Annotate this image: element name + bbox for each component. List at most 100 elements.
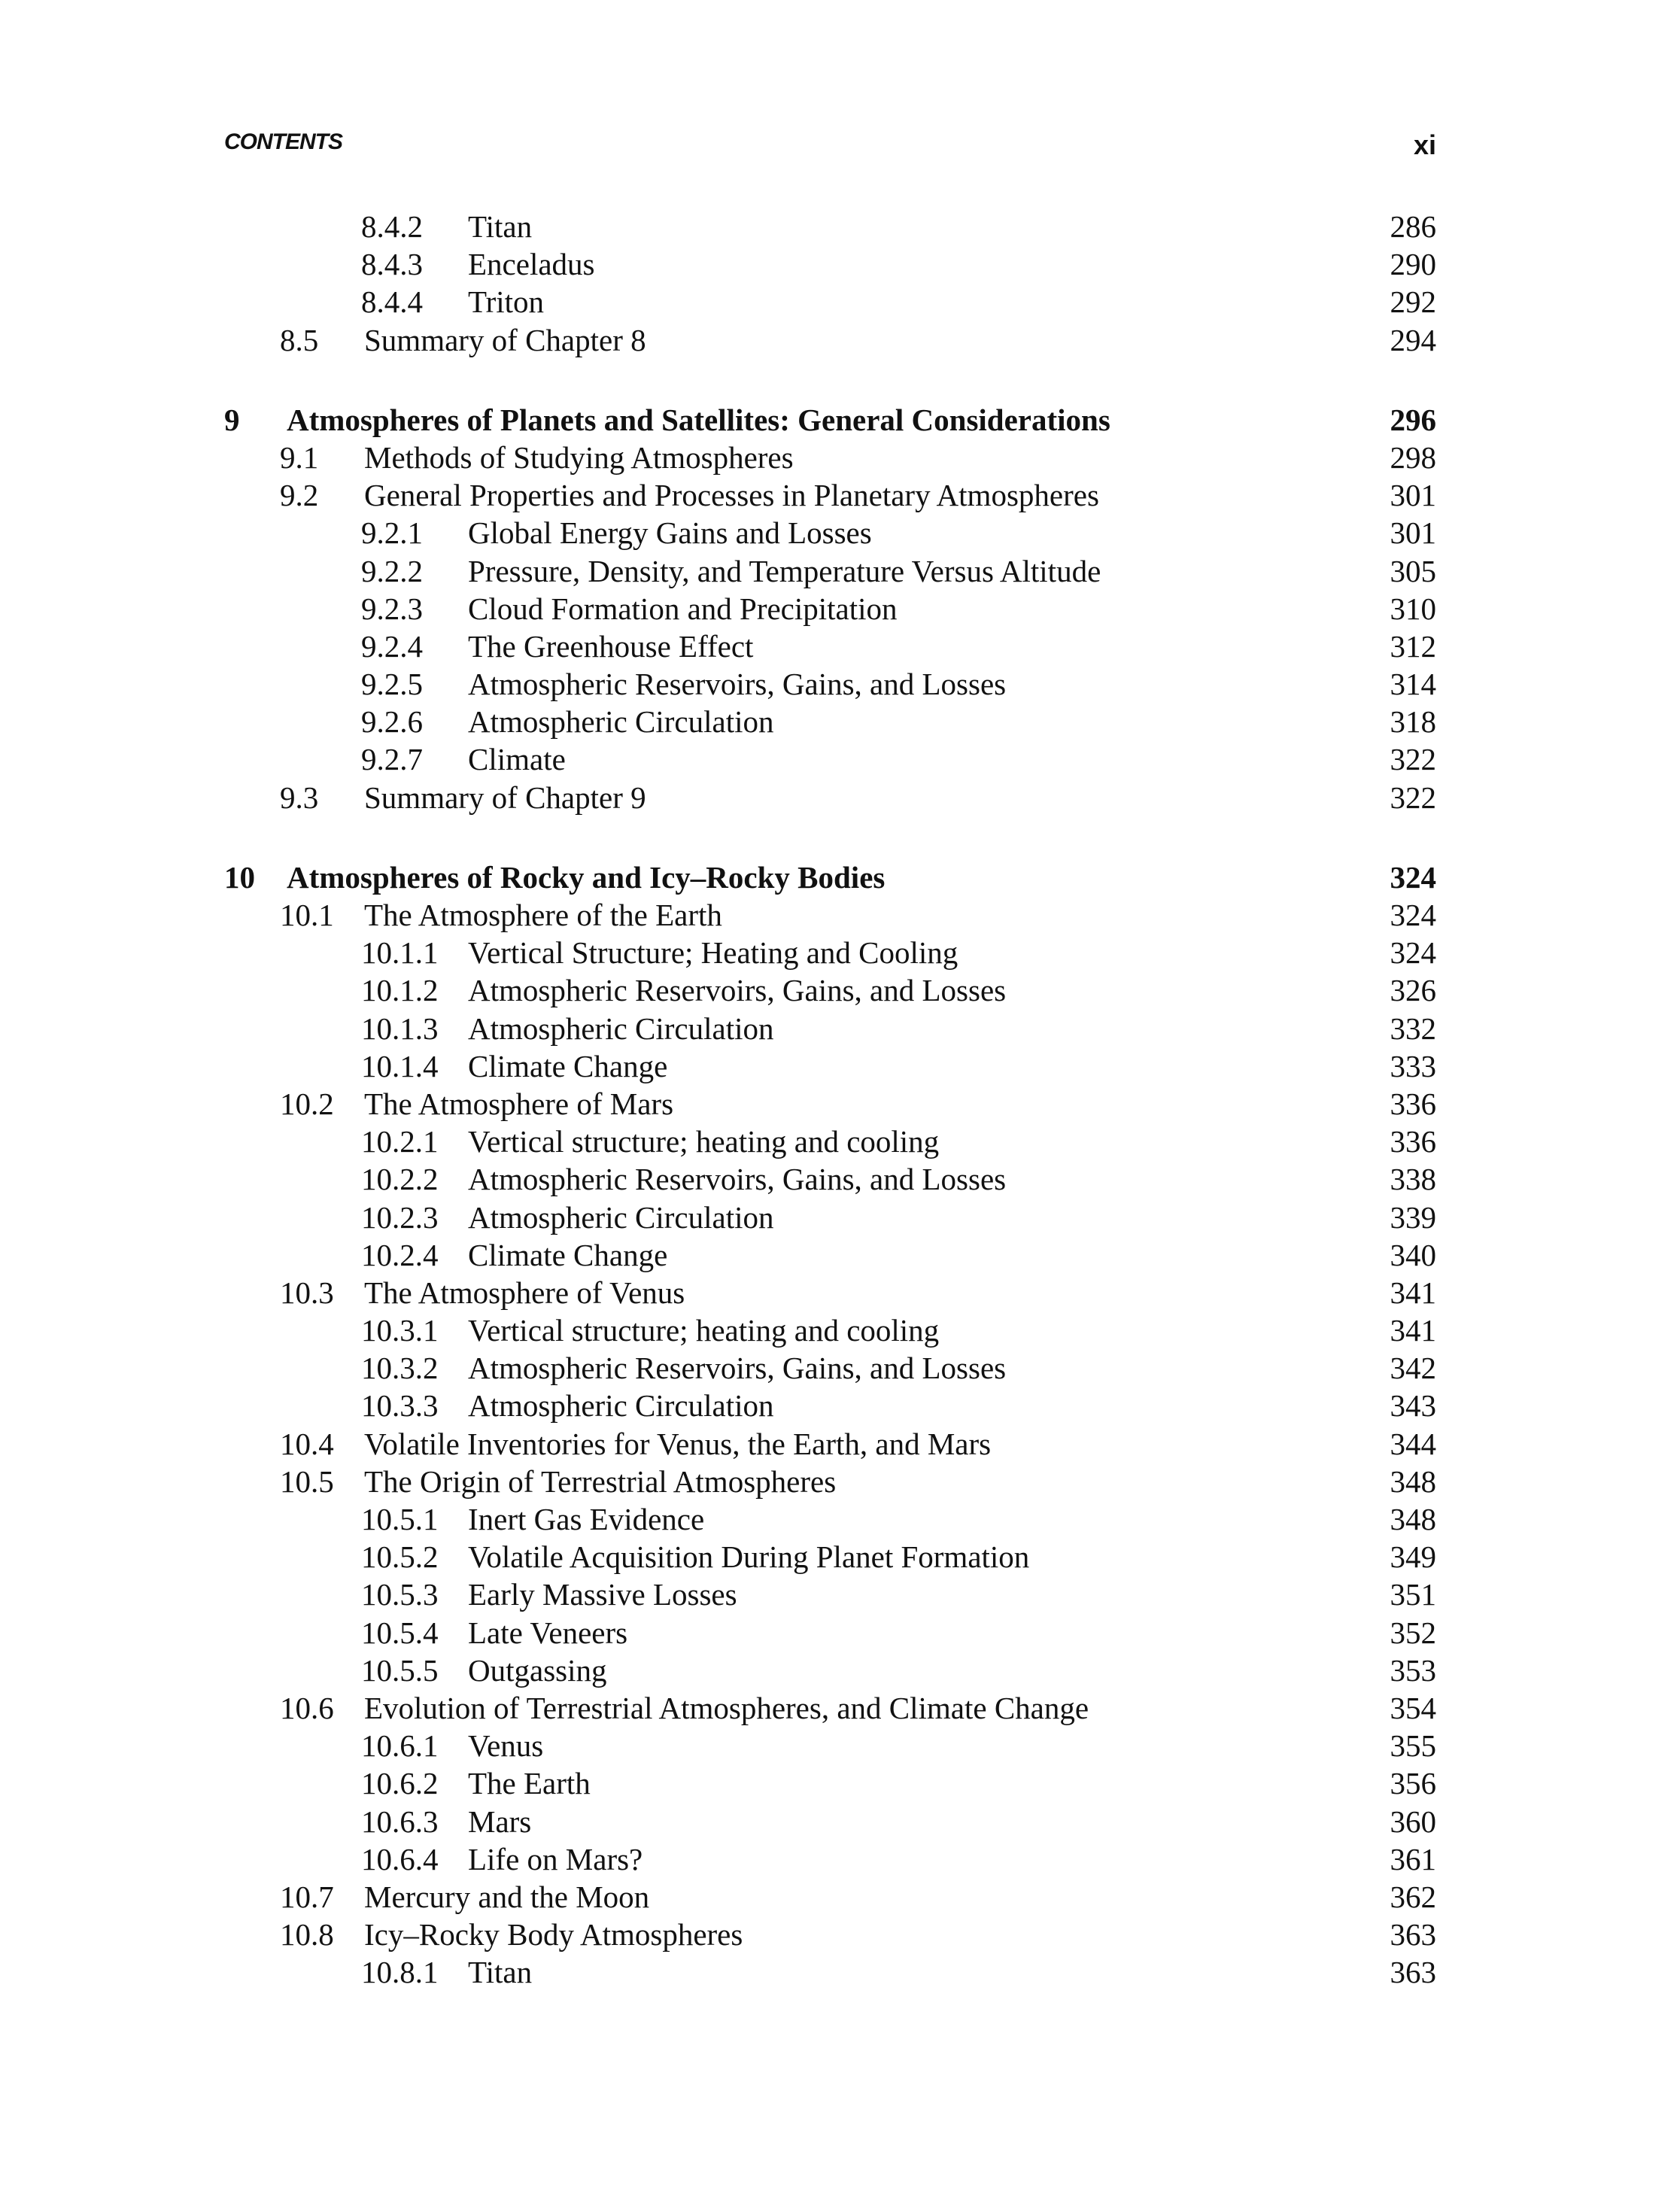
entry-title: Evolution of Terrestrial Atmospheres, an…: [364, 1690, 1089, 1725]
entry-number: 10.6: [280, 1690, 334, 1725]
entry-number: 8.4.2: [361, 209, 423, 244]
entry-page: 342: [1390, 1351, 1437, 1386]
toc-entry-subsection: 10.6.3 Mars 360: [0, 1803, 1680, 1840]
entry-title: Vertical structure; heating and cooling: [468, 1313, 940, 1348]
entry-number: 9.2.2: [361, 553, 423, 588]
toc-entry-subsection: 10.5.4 Late Veneers 352: [0, 1614, 1680, 1652]
entry-number: 10.1.3: [361, 1010, 439, 1046]
entry-page: 355: [1390, 1728, 1437, 1764]
entry-title: Atmospheric Reservoirs, Gains, and Losse…: [468, 973, 1007, 1008]
entry-number: 10.2.1: [361, 1124, 439, 1159]
toc-entry-subsection: 9.2.2 Pressure, Density, and Temperature …: [0, 552, 1680, 590]
entry-title: Global Energy Gains and Losses: [468, 515, 872, 551]
entry-title: Cloud Formation and Precipitation: [468, 591, 898, 626]
toc-entry-chapter: 10 Atmospheres of Rocky and Icy–Rocky Bod…: [0, 858, 1680, 896]
toc-entry-subsection: 8.4.4 Triton 292: [0, 283, 1680, 321]
entry-title: The Atmosphere of Mars: [364, 1086, 674, 1121]
toc-entry-section: 10.8 Icy–Rocky Body Atmospheres 363: [0, 1916, 1680, 1953]
entry-number: 10.1.1: [361, 935, 439, 971]
entry-number: 10.3.3: [361, 1388, 439, 1424]
entry-page: 340: [1390, 1237, 1437, 1272]
entry-page: 318: [1390, 704, 1437, 740]
entry-number: 10.1.4: [361, 1048, 439, 1083]
toc-entry-subsection: 10.3.2 Atmospheric Reservoirs, Gains, and…: [0, 1349, 1680, 1387]
entry-page: 363: [1390, 1955, 1437, 1990]
entry-page: 351: [1390, 1577, 1437, 1612]
entry-number: 9: [224, 402, 240, 437]
toc-entry-section: 10.5 The Origin of Terrestrial Atmosphere…: [0, 1463, 1680, 1500]
entry-page: 336: [1390, 1124, 1437, 1159]
entry-page: 324: [1390, 935, 1437, 971]
entry-page: 341: [1390, 1275, 1437, 1310]
entry-number: 9.2.3: [361, 591, 423, 626]
entry-number: 9.2: [280, 478, 319, 513]
toc-entry-subsection: 10.5.3 Early Massive Losses 351: [0, 1576, 1680, 1613]
toc-entry-section: 10.2 The Atmosphere of Mars 336: [0, 1085, 1680, 1123]
entry-number: 9.2.4: [361, 628, 423, 664]
toc-entry-subsection: 10.1.4 Climate Change 333: [0, 1047, 1680, 1085]
toc-entry-section: 10.4 Volatile Inventories for Venus, the …: [0, 1425, 1680, 1463]
toc-entry-subsection: 10.6.2 The Earth 356: [0, 1764, 1680, 1802]
entry-page: 301: [1390, 515, 1437, 551]
toc-entry-subsection: 10.3.3 Atmospheric Circulation 343: [0, 1387, 1680, 1424]
toc-entry-subsection: 9.2.5 Atmospheric Reservoirs, Gains, and …: [0, 665, 1680, 703]
toc-entry-subsection: 10.2.4 Climate Change 340: [0, 1236, 1680, 1274]
entry-page: 338: [1390, 1162, 1437, 1197]
toc-entry-subsection: 10.2.1 Vertical structure; heating and co…: [0, 1123, 1680, 1160]
entry-number: 10.5.3: [361, 1577, 439, 1612]
entry-title: Pressure, Density, and Temperature Versu…: [468, 553, 1101, 588]
entry-page: 339: [1390, 1199, 1437, 1235]
entry-page: 343: [1390, 1388, 1437, 1424]
entry-page: 333: [1390, 1048, 1437, 1083]
entry-page: 322: [1390, 742, 1437, 777]
entry-page: 348: [1390, 1502, 1437, 1536]
toc-entry-subsection: 9.2.3 Cloud Formation and Precipitation 31…: [0, 590, 1680, 628]
entry-title: Vertical Structure; Heating and Cooling: [468, 935, 958, 971]
entry-title: Atmospheric Circulation: [468, 1388, 774, 1424]
entry-title: Atmospheric Circulation: [468, 1010, 774, 1046]
entry-page: 363: [1390, 1917, 1437, 1952]
entry-title: Climate Change: [468, 1237, 668, 1272]
entry-number: 10.6.4: [361, 1841, 439, 1877]
entry-number: 10.5.5: [361, 1652, 439, 1688]
entry-page: 362: [1390, 1879, 1437, 1914]
entry-title: Early Massive Losses: [468, 1577, 737, 1612]
entry-page: 312: [1390, 628, 1437, 664]
entry-title: Atmospheric Reservoirs, Gains, and Losse…: [468, 1351, 1007, 1386]
entry-title: Outgassing: [468, 1652, 607, 1688]
toc-entry-section: 10.7 Mercury and the Moon 362: [0, 1878, 1680, 1916]
entry-page: 348: [1390, 1463, 1437, 1499]
toc-entry-subsection: 10.6.1 Venus 355: [0, 1727, 1680, 1764]
entry-title: The Origin of Terrestrial Atmospheres: [364, 1463, 837, 1499]
entry-title: Venus: [468, 1728, 544, 1764]
entry-page: 290: [1390, 247, 1437, 282]
toc-entry-section: 10.1 The Atmosphere of the Earth 324: [0, 896, 1680, 934]
entry-number: 10.1: [280, 898, 334, 932]
toc-entry-section: 10.3 The Atmosphere of Venus 341: [0, 1274, 1680, 1311]
entry-number: 10.8.1: [361, 1955, 439, 1990]
entry-page: 352: [1390, 1615, 1437, 1650]
entry-page: 305: [1390, 553, 1437, 588]
page-number: xi: [1413, 129, 1436, 160]
toc-entry-subsection: 9.2.1 Global Energy Gains and Losses 301: [0, 514, 1680, 552]
entry-title: Enceladus: [468, 247, 595, 282]
entry-title: Late Veneers: [468, 1615, 628, 1650]
entry-number: 9.2.1: [361, 515, 423, 551]
entry-page: 361: [1390, 1841, 1437, 1877]
entry-title: Icy–Rocky Body Atmospheres: [364, 1917, 743, 1952]
entry-page: 341: [1390, 1313, 1437, 1348]
entry-number: 9.2.6: [361, 704, 423, 740]
toc-entry-section: 9.3 Summary of Chapter 9 322: [0, 779, 1680, 816]
entry-number: 10.5.4: [361, 1615, 439, 1650]
entry-page: 301: [1390, 478, 1437, 513]
toc-entry-subsection: 10.5.2 Volatile Acquisition During Planet…: [0, 1538, 1680, 1576]
entry-page: 353: [1390, 1652, 1437, 1688]
toc-entry-subsection: 10.8.1 Titan 363: [0, 1953, 1680, 1991]
entry-title: The Atmosphere of Venus: [364, 1275, 685, 1310]
entry-page: 294: [1390, 322, 1437, 357]
entry-title: Summary of Chapter 8: [364, 322, 646, 357]
entry-number: 10.5.2: [361, 1539, 439, 1575]
entry-page: 324: [1390, 859, 1437, 895]
entry-title: Climate Change: [468, 1048, 668, 1083]
toc-entry-section: 9.2 General Properties and Processes in P…: [0, 476, 1680, 514]
